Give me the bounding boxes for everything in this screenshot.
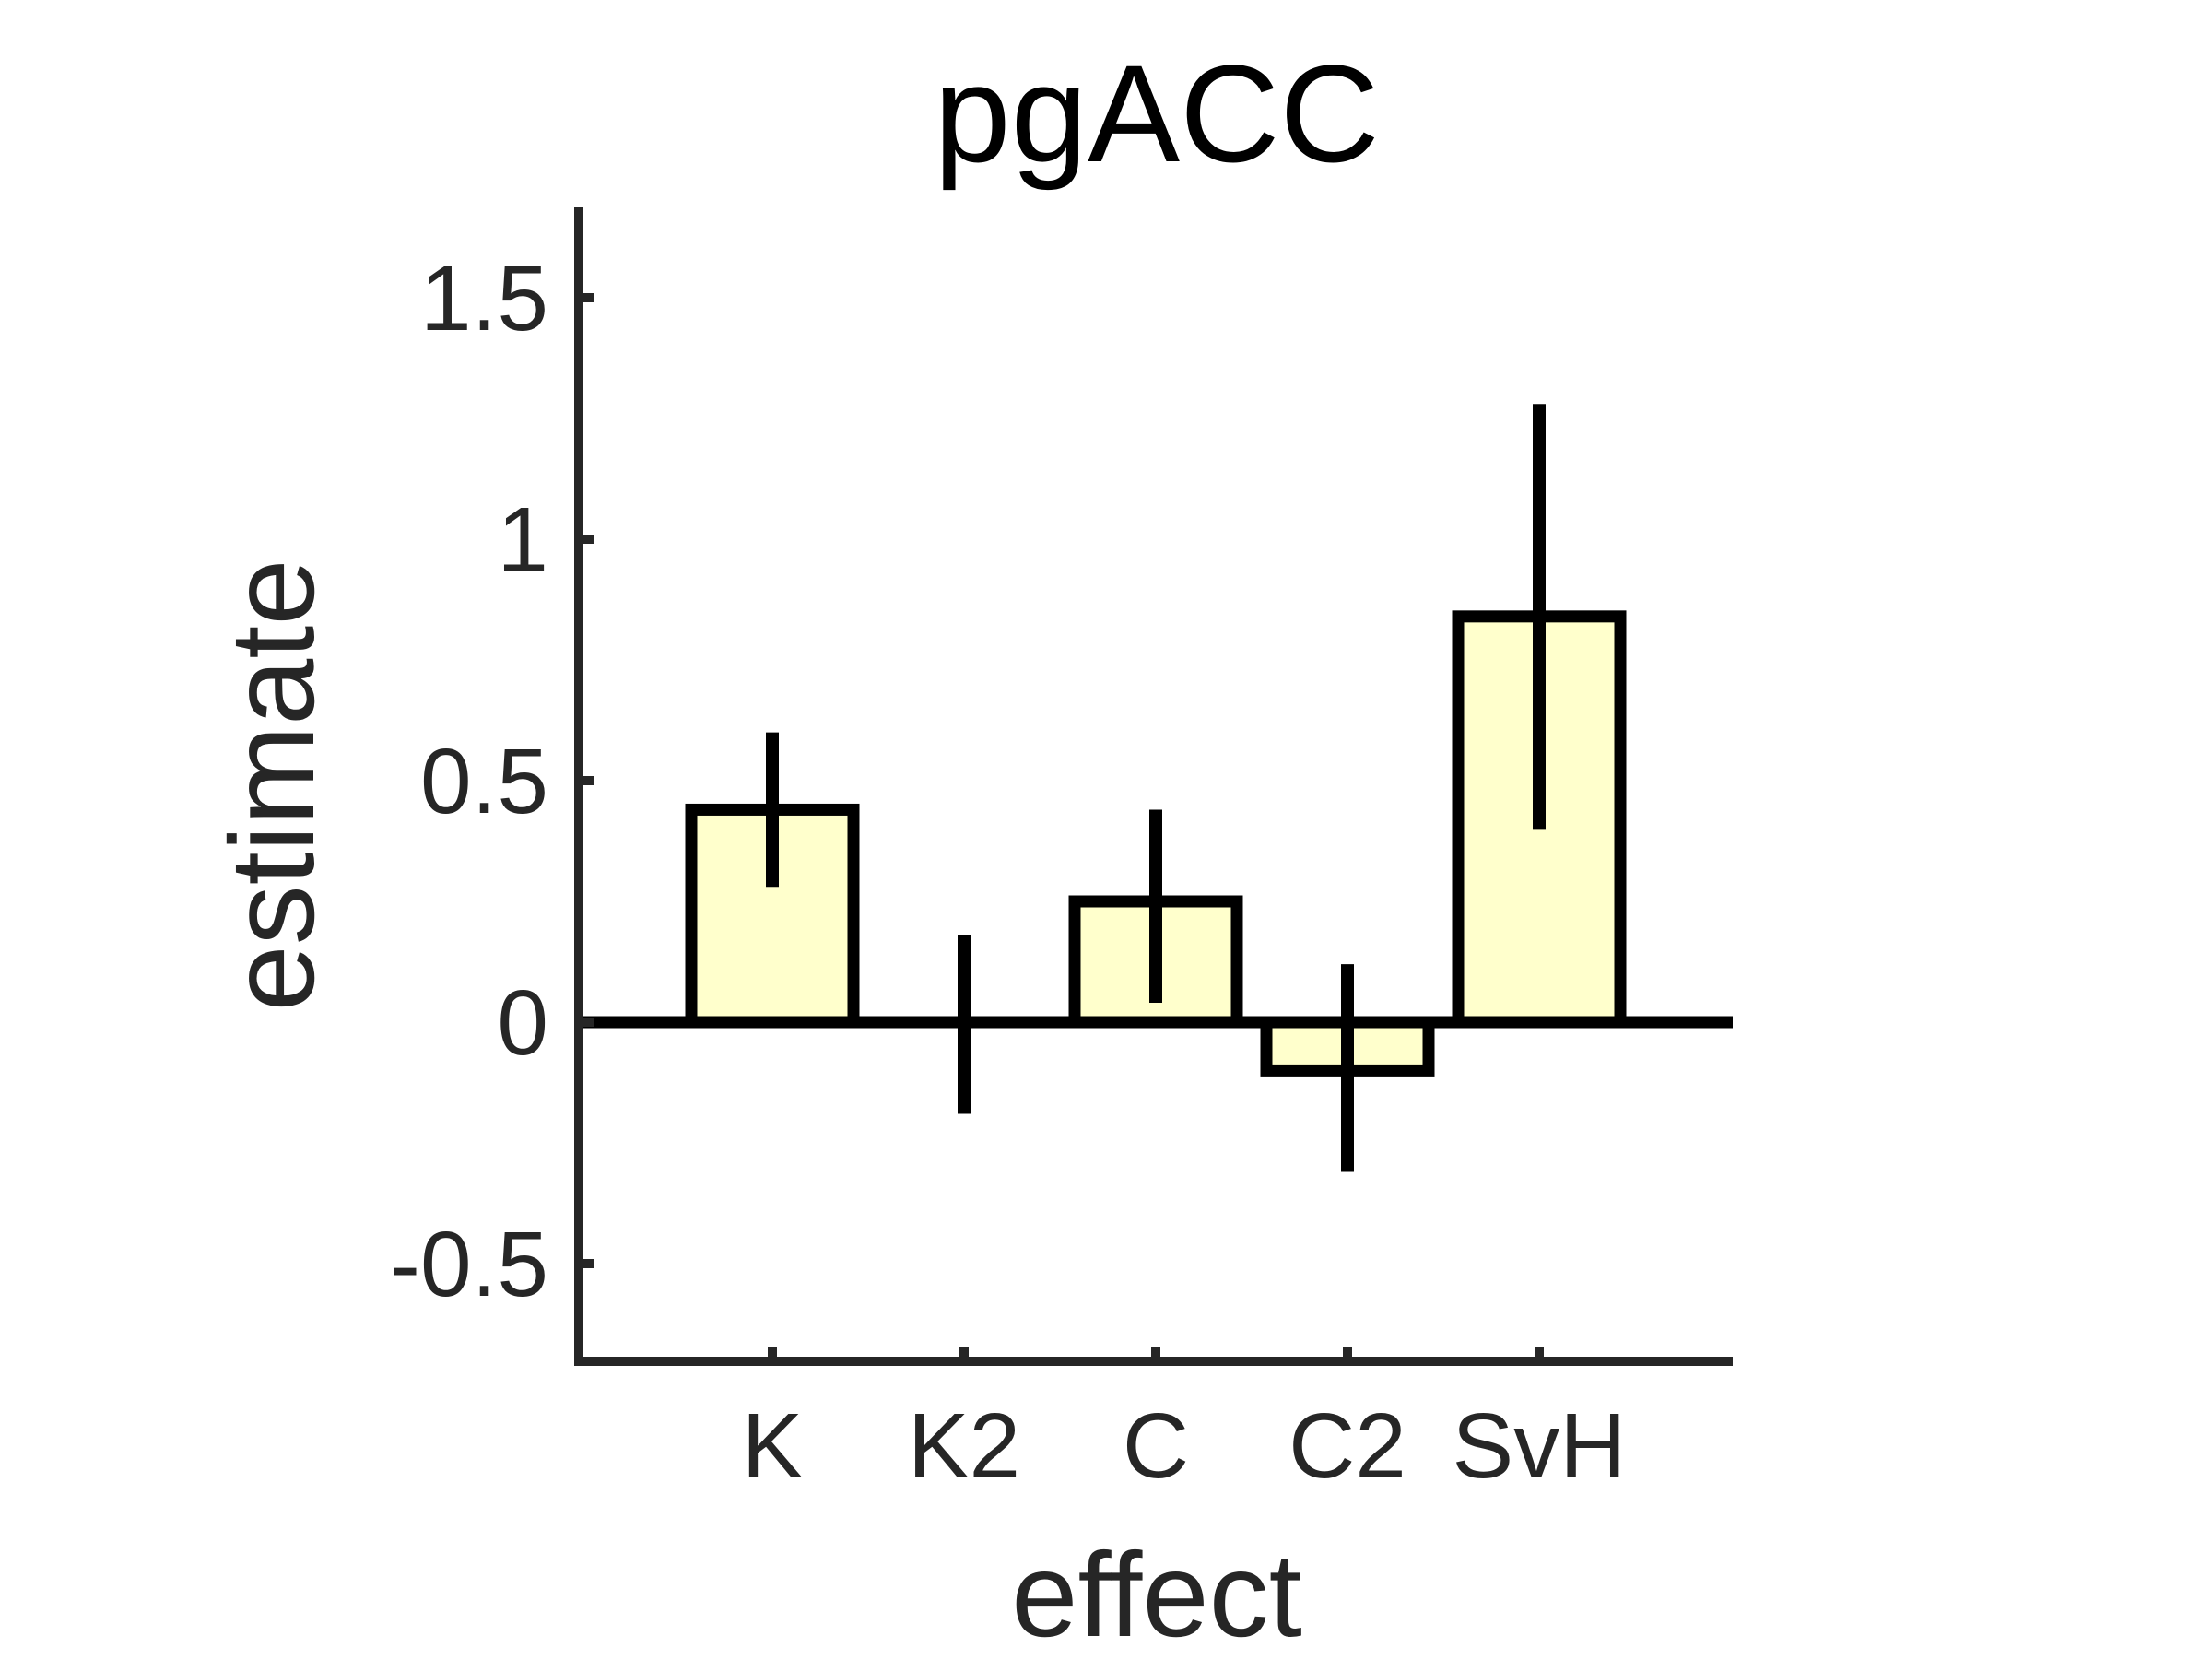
y-tick-label: 0.5 bbox=[420, 730, 548, 833]
x-tick-label: C2 bbox=[1288, 1394, 1406, 1498]
y-ticks-layer: -0.5 0 0.5 1 1.5 bbox=[390, 247, 594, 1316]
x-ticks-layer: K K2 C C2 SvH bbox=[742, 1347, 1627, 1498]
x-tick-label: C bbox=[1123, 1394, 1189, 1498]
y-axis-label: estimate bbox=[205, 559, 339, 1011]
y-tick-label: -0.5 bbox=[390, 1213, 548, 1316]
error-bars-layer bbox=[766, 404, 1546, 1172]
x-tick-label: K bbox=[742, 1394, 804, 1498]
y-tick-label: 1.5 bbox=[420, 247, 548, 350]
y-tick-label: 1 bbox=[497, 488, 548, 592]
x-tick-label: SvH bbox=[1453, 1394, 1627, 1498]
chart-title: pgACC bbox=[934, 36, 1380, 191]
x-axis-label: effect bbox=[1011, 1527, 1302, 1659]
y-tick-label: 0 bbox=[497, 971, 548, 1075]
x-tick-label: K2 bbox=[908, 1394, 1020, 1498]
